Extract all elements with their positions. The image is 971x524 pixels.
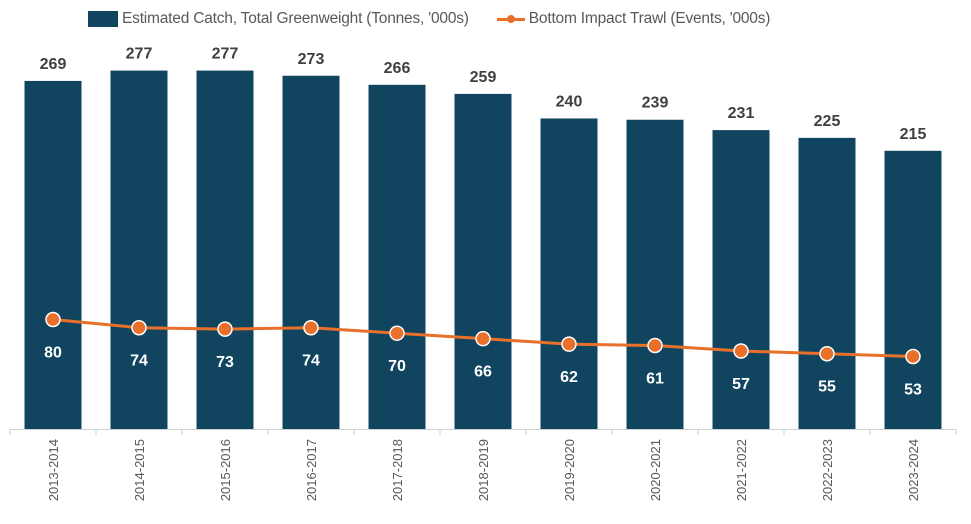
bar: [454, 93, 512, 430]
bar-data-label: 231: [728, 105, 755, 122]
bar: [368, 84, 426, 429]
trawl-point: [217, 321, 233, 337]
trawl-point: [45, 311, 61, 328]
bar-data-label: 239: [642, 95, 669, 112]
legend: Estimated Catch, Total Greenweight (Tonn…: [88, 10, 798, 28]
x-tick-label: 2015-2016: [218, 439, 233, 501]
x-tick-label: 2014-2015: [132, 439, 147, 501]
bar: [626, 119, 684, 430]
trawl-point: [389, 325, 405, 341]
bar-data-label: 215: [900, 126, 927, 143]
x-tick-label: 2017-2018: [390, 439, 405, 501]
x-tick-label: 2020-2021: [648, 439, 663, 501]
line-data-label: 80: [44, 345, 62, 362]
x-tick-label: 2018-2019: [476, 439, 491, 501]
trawl-point: [131, 319, 147, 336]
line-data-label: 73: [216, 354, 234, 371]
line-data-label: 74: [130, 353, 148, 370]
x-tick-label: 2013-2014: [46, 439, 61, 501]
bar-data-label: 273: [298, 51, 325, 68]
x-tick-label: 2019-2020: [562, 439, 577, 501]
legend-swatch-bar: [88, 11, 118, 27]
line-data-label: 62: [560, 369, 578, 386]
bar-data-label: 269: [40, 56, 67, 73]
line-data-label: 55: [818, 379, 836, 396]
x-tick-label: 2022-2023: [820, 439, 835, 501]
trawl-point: [819, 345, 835, 362]
bar: [110, 70, 168, 429]
line-data-label: 53: [904, 381, 922, 398]
bar: [798, 137, 856, 429]
bar: [884, 150, 942, 429]
legend-item-catch: Estimated Catch, Total Greenweight (Tonn…: [88, 10, 469, 28]
trawl-point: [905, 348, 921, 365]
bar-data-label: 266: [384, 60, 411, 77]
bar-data-label: 277: [212, 46, 239, 63]
x-tick-label: 2016-2017: [304, 439, 319, 501]
bar: [712, 130, 770, 429]
bar: [282, 75, 340, 429]
bar-data-label: 225: [814, 113, 841, 130]
legend-item-trawl: Bottom Impact Trawl (Events, '000s): [496, 10, 771, 28]
bar-data-label: 240: [556, 93, 583, 110]
bar: [196, 70, 254, 429]
line-data-label: 74: [302, 353, 320, 370]
trawl-point: [303, 319, 319, 336]
legend-swatch-line: [496, 14, 525, 23]
bar-data-label: 259: [470, 69, 497, 86]
line-data-label: 70: [388, 358, 406, 375]
line-data-label: 66: [474, 364, 492, 381]
trawl-point: [475, 330, 491, 347]
trawl-point: [647, 337, 663, 354]
legend-label: Bottom Impact Trawl (Events, '000s): [528, 10, 771, 27]
line-data-label: 57: [732, 376, 750, 393]
bar-data-label: 277: [126, 46, 153, 63]
bar: [540, 118, 598, 430]
line-data-label: 61: [646, 371, 664, 388]
x-tick-label: 2023-2024: [906, 439, 921, 501]
bar: [24, 80, 82, 430]
trawl-point: [733, 343, 749, 359]
trawl-point: [561, 336, 577, 352]
legend-label: Estimated Catch, Total Greenweight (Tonn…: [122, 10, 469, 27]
x-tick-label: 2021-2022: [734, 439, 749, 501]
